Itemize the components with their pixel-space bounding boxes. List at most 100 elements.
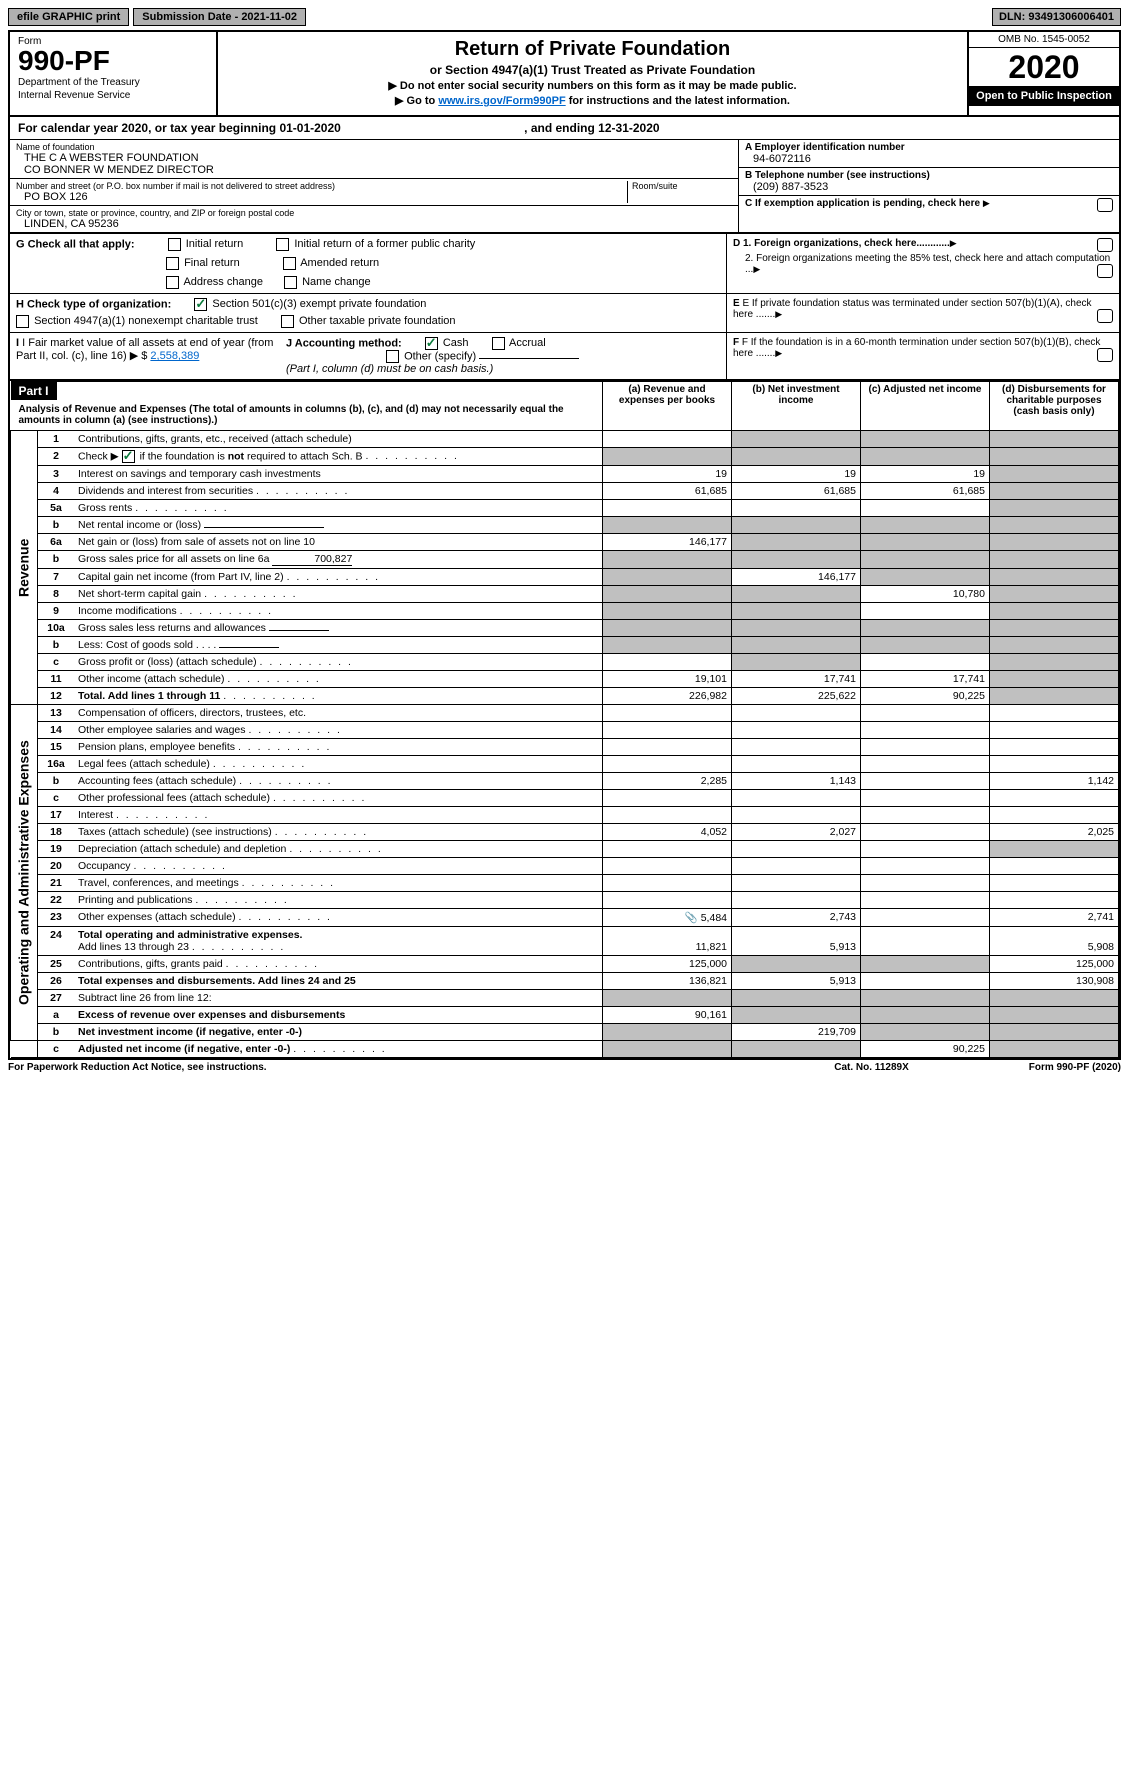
header: Form 990-PF Department of the Treasury I… — [10, 32, 1119, 117]
g-label: G Check all that apply: — [16, 238, 135, 250]
fmv[interactable]: 2,558,389 — [150, 350, 199, 362]
cb-accrual[interactable] — [492, 337, 505, 350]
l27b: Net investment income (if negative, ente… — [78, 1026, 302, 1038]
irs: Internal Revenue Service — [18, 90, 208, 101]
l25: Contributions, gifts, grants paid — [78, 958, 223, 970]
subtitle: or Section 4947(a)(1) Trust Treated as P… — [238, 63, 947, 77]
e-label: E If private foundation status was termi… — [733, 298, 1092, 320]
l15: Pension plans, employee benefits — [78, 741, 235, 753]
cb-other-method[interactable] — [386, 350, 399, 363]
cb-addr-change[interactable] — [166, 276, 179, 289]
d1-box[interactable] — [1097, 238, 1113, 252]
l6a: Net gain or (loss) from sale of assets n… — [74, 534, 603, 551]
irs-link[interactable]: www.irs.gov/Form990PF — [438, 95, 565, 107]
header-left: Form 990-PF Department of the Treasury I… — [10, 32, 218, 115]
d2: 2. Foreign organizations meeting the 85%… — [745, 253, 1110, 275]
id-section: Name of foundation THE C A WEBSTER FOUND… — [10, 140, 1119, 234]
tel-label: B Telephone number (see instructions) — [745, 170, 1113, 181]
l24: Total operating and administrative expen… — [78, 929, 302, 941]
e-box[interactable] — [1097, 309, 1113, 323]
attach-icon[interactable]: 📎 — [685, 912, 698, 924]
footer: For Paperwork Reduction Act Notice, see … — [8, 1060, 1121, 1075]
top-bar: efile GRAPHIC print Submission Date - 20… — [8, 8, 1121, 26]
l6b: Gross sales price for all assets on line… — [78, 553, 269, 565]
h-section: H Check type of organization: Section 50… — [10, 294, 1119, 333]
omb: OMB No. 1545-0052 — [969, 32, 1119, 48]
cb-cash[interactable] — [425, 337, 438, 350]
f-box[interactable] — [1097, 348, 1113, 362]
l26: Total expenses and disbursements. Add li… — [78, 975, 356, 987]
cb-initial-former[interactable] — [276, 238, 289, 251]
l10b: Less: Cost of goods sold — [78, 639, 193, 651]
l10a: Gross sales less returns and allowances — [78, 622, 266, 634]
l12: Total. Add lines 1 through 11 — [78, 690, 220, 702]
l9: Income modifications — [78, 605, 177, 617]
l4: Dividends and interest from securities — [78, 485, 253, 497]
cb-initial[interactable] — [168, 238, 181, 251]
l22: Printing and publications — [78, 894, 192, 906]
c-checkbox[interactable] — [1097, 198, 1113, 212]
l5a: Gross rents — [78, 502, 132, 514]
submission-btn[interactable]: Submission Date - 2021-11-02 — [133, 8, 306, 26]
inst1: ▶ Do not enter social security numbers o… — [238, 79, 947, 92]
cb-final[interactable] — [166, 257, 179, 270]
l5b: Net rental income or (loss) — [78, 519, 201, 531]
l27a: Excess of revenue over expenses and disb… — [78, 1009, 345, 1021]
l16b: Accounting fees (attach schedule) — [78, 775, 236, 787]
cb-schb[interactable] — [122, 450, 135, 463]
cb-other-tax[interactable] — [281, 315, 294, 328]
cb-4947[interactable] — [16, 315, 29, 328]
check-section: G Check all that apply: Initial return I… — [10, 234, 1119, 294]
h-label: H Check type of organization: — [16, 298, 171, 310]
city: LINDEN, CA 95236 — [16, 218, 732, 230]
room-label: Room/suite — [632, 181, 732, 191]
cb-amended[interactable] — [283, 257, 296, 270]
l3: Interest on savings and temporary cash i… — [74, 466, 603, 483]
l11: Other income (attach schedule) — [78, 673, 225, 685]
col-b: (b) Net investment income — [732, 382, 861, 431]
l19: Depreciation (attach schedule) and deple… — [78, 843, 286, 855]
col-c: (c) Adjusted net income — [861, 382, 990, 431]
form-ref: Form 990-PF (2020) — [1029, 1062, 1121, 1073]
cb-name-change[interactable] — [284, 276, 297, 289]
form-number: 990-PF — [18, 47, 208, 75]
l27: Subtract line 26 from line 12: — [74, 990, 603, 1007]
addr: PO BOX 126 — [16, 191, 627, 203]
expenses-label: Operating and Administrative Expenses — [11, 705, 38, 1041]
l23: Other expenses (attach schedule) — [78, 911, 236, 923]
col-d: (d) Disbursements for charitable purpose… — [990, 382, 1119, 431]
j-label: J Accounting method: — [286, 337, 402, 349]
dln: DLN: 93491306006401 — [992, 8, 1121, 26]
c-label: C If exemption application is pending, c… — [745, 198, 980, 209]
f-label: F If the foundation is in a 60-month ter… — [733, 337, 1100, 359]
part1-table: Part I Analysis of Revenue and Expenses … — [10, 381, 1119, 1058]
ein-label: A Employer identification number — [745, 142, 1113, 153]
cb-501c3[interactable] — [194, 298, 207, 311]
header-right: OMB No. 1545-0052 2020 Open to Public In… — [967, 32, 1119, 115]
l16c: Other professional fees (attach schedule… — [78, 792, 270, 804]
efile-btn[interactable]: efile GRAPHIC print — [8, 8, 129, 26]
l20: Occupancy — [78, 860, 131, 872]
city-label: City or town, state or province, country… — [16, 208, 732, 218]
tel: (209) 887-3523 — [745, 181, 1113, 193]
title: Return of Private Foundation — [238, 38, 947, 61]
part1-title: Analysis of Revenue and Expenses — [19, 404, 187, 415]
pra: For Paperwork Reduction Act Notice, see … — [8, 1062, 267, 1073]
l16a: Legal fees (attach schedule) — [78, 758, 210, 770]
name2: CO BONNER W MENDEZ DIRECTOR — [16, 164, 732, 176]
l27c: Adjusted net income (if negative, enter … — [78, 1043, 290, 1055]
ein: 94-6072116 — [745, 153, 1113, 165]
d2-box[interactable] — [1097, 264, 1113, 278]
l17: Interest — [78, 809, 113, 821]
addr-label: Number and street (or P.O. box number if… — [16, 181, 627, 191]
revenue-label: Revenue — [11, 431, 38, 705]
open-public: Open to Public Inspection — [969, 86, 1119, 106]
l14: Other employee salaries and wages — [78, 724, 246, 736]
name-label: Name of foundation — [16, 142, 732, 152]
l21: Travel, conferences, and meetings — [78, 877, 239, 889]
l8: Net short-term capital gain — [78, 588, 201, 600]
j-note: (Part I, column (d) must be on cash basi… — [286, 363, 720, 375]
l10c: Gross profit or (loss) (attach schedule) — [78, 656, 257, 668]
cat: Cat. No. 11289X — [834, 1062, 908, 1073]
ij-section: I I Fair market value of all assets at e… — [10, 333, 1119, 381]
